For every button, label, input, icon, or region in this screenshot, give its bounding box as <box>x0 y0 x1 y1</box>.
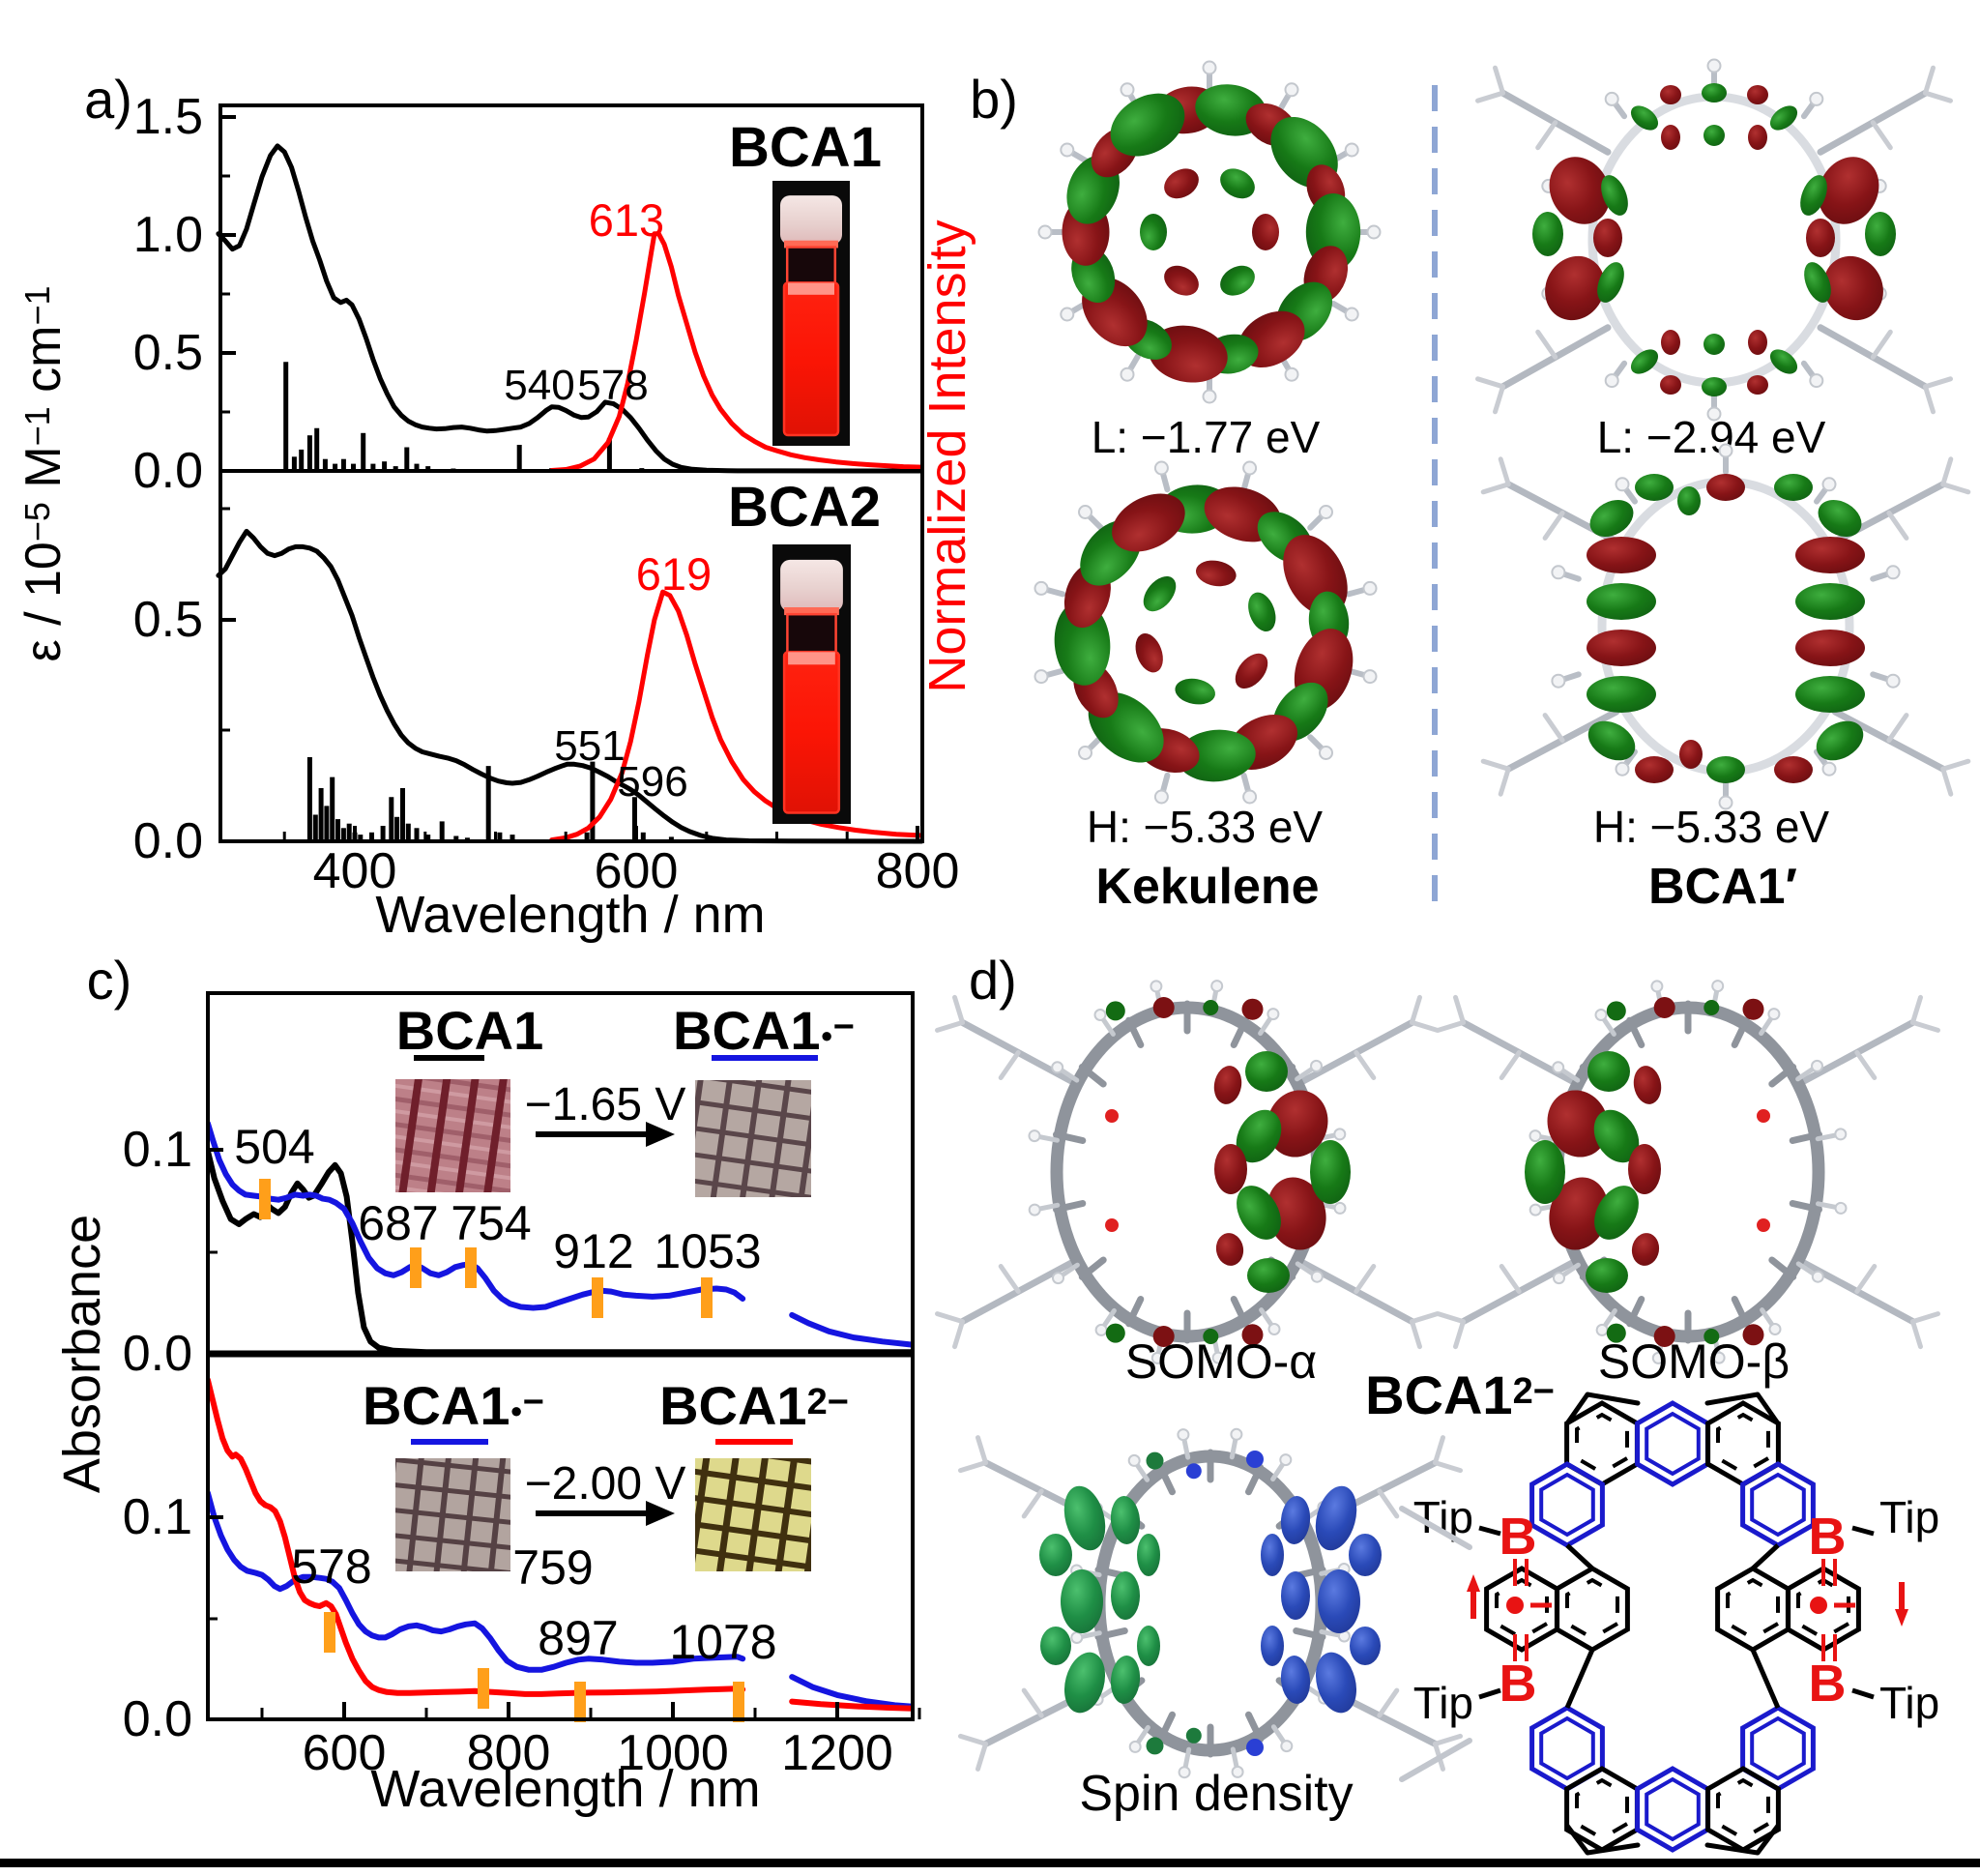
svg-text:551: 551 <box>554 722 625 770</box>
svg-text:1200: 1200 <box>781 1725 893 1781</box>
svg-text:0.0: 0.0 <box>123 1691 192 1747</box>
svg-text:Tip: Tip <box>1413 1678 1473 1728</box>
svg-text:759: 759 <box>512 1540 593 1595</box>
svg-text:B: B <box>1500 1508 1537 1566</box>
svg-text:596: 596 <box>617 758 687 806</box>
svg-text:0.5: 0.5 <box>133 592 203 648</box>
svg-text:0.5: 0.5 <box>133 325 203 381</box>
svg-text:B: B <box>1809 1508 1847 1566</box>
svg-text:1053: 1053 <box>654 1224 761 1278</box>
svg-text:L: −2.94 eV: L: −2.94 eV <box>1597 412 1826 462</box>
svg-text:0.0: 0.0 <box>133 813 203 869</box>
svg-text:540: 540 <box>504 362 574 409</box>
svg-text:Tip: Tip <box>1879 1492 1939 1542</box>
svg-text:BCA1: BCA1 <box>729 116 882 179</box>
svg-text:504: 504 <box>234 1120 314 1174</box>
svg-text:1.0: 1.0 <box>133 207 203 263</box>
svg-text:600: 600 <box>303 1725 387 1781</box>
svg-text:H: −5.33 eV: H: −5.33 eV <box>1593 802 1830 852</box>
svg-text:619: 619 <box>636 548 712 600</box>
svg-text:ε / 10−5 M−1 cm−1: ε / 10−5 M−1 cm−1 <box>15 285 72 661</box>
svg-text:0.1: 0.1 <box>123 1489 192 1545</box>
svg-text:800: 800 <box>467 1725 551 1781</box>
svg-text:B: B <box>1809 1655 1847 1713</box>
svg-text:L: −1.77 eV: L: −1.77 eV <box>1092 412 1321 462</box>
svg-text:Normalized Intensity: Normalized Intensity <box>918 220 976 692</box>
svg-text:600: 600 <box>595 843 679 899</box>
svg-text:Kekulene: Kekulene <box>1095 859 1319 915</box>
svg-text:800: 800 <box>876 843 960 899</box>
svg-text:BCA2: BCA2 <box>728 476 881 539</box>
svg-text:B: B <box>1500 1655 1537 1713</box>
svg-text:0.1: 0.1 <box>123 1122 192 1178</box>
svg-text:0.0: 0.0 <box>133 443 203 499</box>
svg-text:c): c) <box>87 950 132 1011</box>
svg-text:578: 578 <box>577 362 648 409</box>
svg-text:−1.65 V: −1.65 V <box>525 1079 686 1130</box>
svg-text:897: 897 <box>538 1611 618 1665</box>
svg-text:912: 912 <box>553 1224 633 1278</box>
svg-text:1078: 1078 <box>669 1615 776 1669</box>
svg-text:BCA1: BCA1 <box>396 1000 543 1061</box>
svg-text:754: 754 <box>451 1196 531 1250</box>
svg-text:0.0: 0.0 <box>123 1326 192 1382</box>
svg-text:BCA1′: BCA1′ <box>1648 859 1797 915</box>
svg-text:H: −5.33 eV: H: −5.33 eV <box>1087 802 1324 852</box>
svg-text:SOMO-α: SOMO-α <box>1125 1334 1317 1389</box>
svg-text:−2.00 V: −2.00 V <box>525 1458 686 1510</box>
svg-text:578: 578 <box>291 1539 371 1594</box>
svg-text:Tip: Tip <box>1879 1678 1939 1728</box>
svg-text:b): b) <box>970 69 1018 130</box>
svg-text:Wavelength / nm: Wavelength / nm <box>370 1760 760 1818</box>
svg-text:Wavelength / nm: Wavelength / nm <box>375 886 765 944</box>
svg-text:Absorbance: Absorbance <box>53 1215 111 1493</box>
svg-text:1000: 1000 <box>617 1725 729 1781</box>
svg-text:687: 687 <box>358 1196 438 1250</box>
svg-text:BCA12−: BCA12− <box>1365 1364 1555 1425</box>
svg-text:1.5: 1.5 <box>133 89 203 145</box>
svg-text:613: 613 <box>589 194 664 246</box>
svg-text:400: 400 <box>313 843 397 899</box>
svg-text:Spin density: Spin density <box>1079 1766 1353 1822</box>
svg-text:d): d) <box>969 950 1017 1011</box>
svg-text:SOMO-β: SOMO-β <box>1598 1334 1790 1389</box>
svg-text:a): a) <box>84 69 132 130</box>
